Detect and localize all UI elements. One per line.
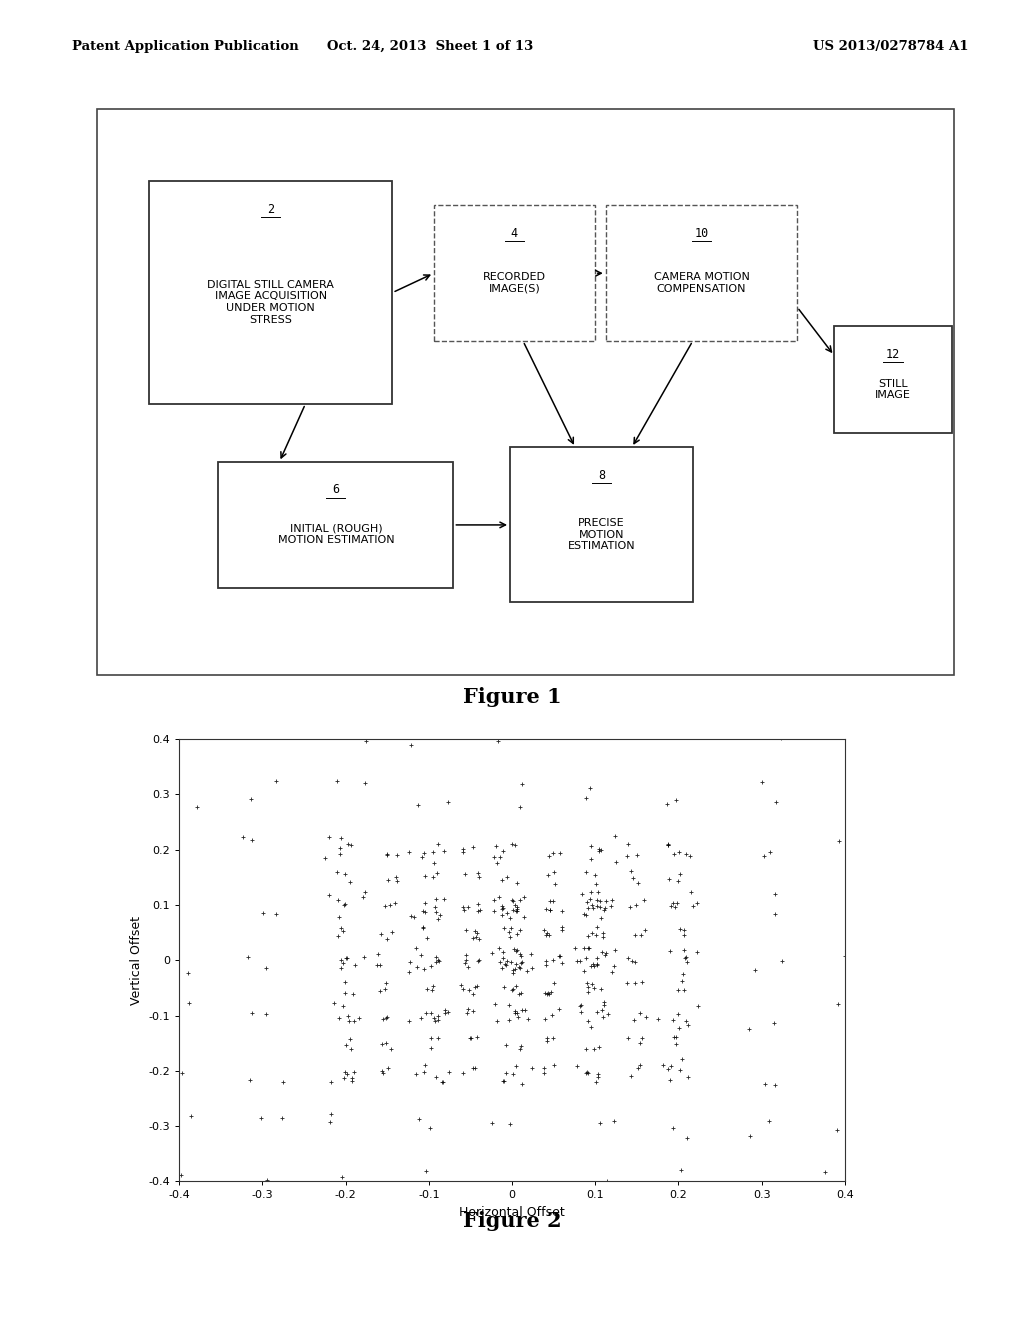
Text: Figure 2: Figure 2 [463, 1210, 561, 1232]
Text: STILL
IMAGE: STILL IMAGE [874, 379, 911, 400]
Text: 10: 10 [694, 227, 709, 240]
Text: 12: 12 [886, 347, 900, 360]
Text: PRECISE
MOTION
ESTIMATION: PRECISE MOTION ESTIMATION [567, 517, 635, 552]
Text: US 2013/0278784 A1: US 2013/0278784 A1 [813, 40, 969, 53]
Text: CAMERA MOTION
COMPENSATION: CAMERA MOTION COMPENSATION [653, 272, 750, 294]
Text: Oct. 24, 2013  Sheet 1 of 13: Oct. 24, 2013 Sheet 1 of 13 [327, 40, 534, 53]
Y-axis label: Vertical Offset: Vertical Offset [130, 916, 143, 1005]
Bar [218, 462, 454, 587]
Text: RECORDED
IMAGE(S): RECORDED IMAGE(S) [482, 272, 546, 294]
Text: Patent Application Publication: Patent Application Publication [72, 40, 298, 53]
Bar [434, 206, 595, 341]
Text: INITIAL (ROUGH)
MOTION ESTIMATION: INITIAL (ROUGH) MOTION ESTIMATION [278, 524, 394, 545]
Bar [510, 447, 693, 602]
X-axis label: Horizontal Offset: Horizontal Offset [459, 1206, 565, 1218]
Text: Figure 1: Figure 1 [463, 686, 561, 708]
Text: 8: 8 [598, 469, 605, 482]
Bar [835, 326, 951, 433]
Text: 6: 6 [333, 483, 339, 496]
Text: DIGITAL STILL CAMERA
IMAGE ACQUISITION
UNDER MOTION
STRESS: DIGITAL STILL CAMERA IMAGE ACQUISITION U… [207, 280, 334, 325]
Text: 2: 2 [267, 202, 274, 215]
Bar [148, 181, 392, 404]
Text: 4: 4 [511, 227, 518, 240]
Bar [606, 206, 798, 341]
